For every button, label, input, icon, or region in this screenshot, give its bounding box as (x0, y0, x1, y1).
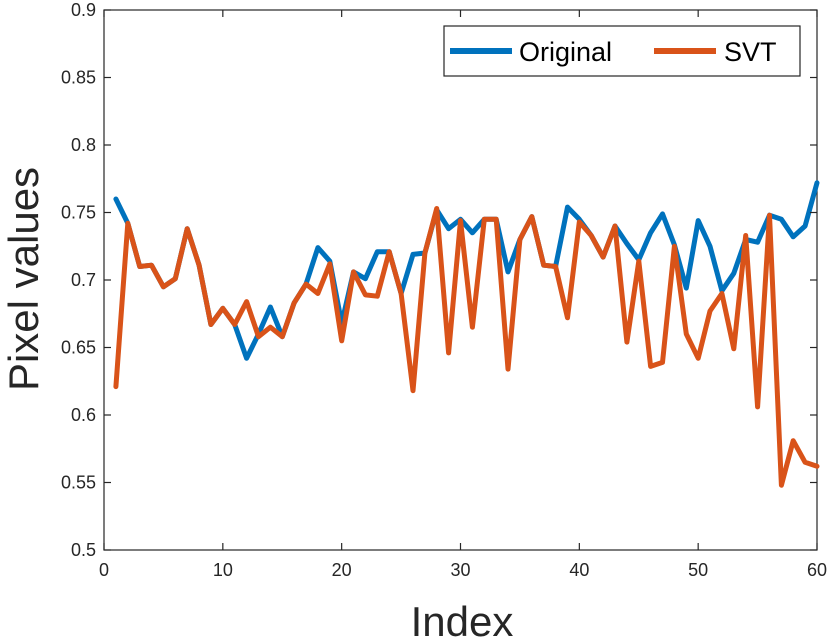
y-tick-label: 0.65 (61, 338, 96, 358)
y-axis-label: Pixel values (0, 167, 47, 391)
x-tick-label: 10 (213, 560, 233, 580)
series-line-svt (113, 206, 820, 488)
x-tick-label: 60 (807, 560, 827, 580)
legend-label-svt: SVT (724, 37, 777, 67)
series-layer (113, 180, 820, 488)
legend-label-original: Original (519, 37, 612, 67)
axis-ticks (103, 9, 818, 551)
x-tick-label: 20 (332, 560, 352, 580)
x-axis-label: Index (411, 598, 514, 638)
y-tick-label: 0.8 (71, 135, 96, 155)
x-tick-labels: 0 10 20 30 40 50 60 (99, 560, 827, 580)
legend: Original SVT (443, 25, 801, 77)
x-tick-label: 40 (569, 560, 589, 580)
y-tick-label: 0.85 (61, 68, 96, 88)
plot-area (103, 9, 820, 551)
y-tick-label: 0.9 (71, 0, 96, 20)
x-tick-label: 30 (450, 560, 470, 580)
x-tick-label: 0 (99, 560, 109, 580)
y-tick-label: 0.6 (71, 405, 96, 425)
x-tick-label: 50 (688, 560, 708, 580)
plot-frame (103, 9, 818, 551)
y-tick-label: 0.5 (71, 540, 96, 560)
y-tick-labels: 0.5 0.55 0.6 0.65 0.7 0.75 0.8 0.85 0.9 (61, 0, 96, 560)
y-tick-label: 0.55 (61, 473, 96, 493)
y-tick-label: 0.7 (71, 270, 96, 290)
y-tick-label: 0.75 (61, 203, 96, 223)
